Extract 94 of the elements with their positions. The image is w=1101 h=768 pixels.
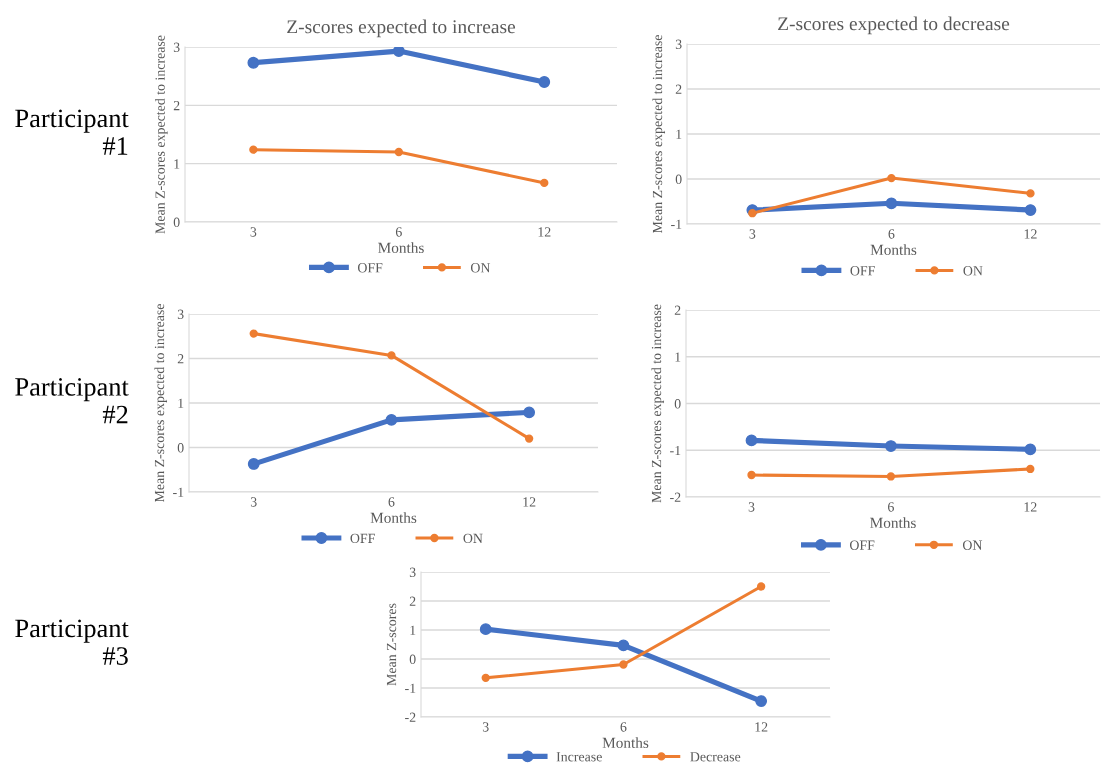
x-tick-label: 3 (748, 502, 755, 512)
chart-title: Z-scores expected to decrease (778, 16, 1010, 35)
y-tick-label: -2 (405, 712, 416, 722)
y-axis-title: Mean Z-scores expected to increase (155, 35, 168, 234)
x-axis-title: Months (602, 737, 649, 748)
point (538, 76, 551, 88)
y-tick-label: 1 (178, 398, 184, 408)
point (617, 639, 630, 652)
x-axis-title: Months (378, 242, 424, 253)
x-tick-label: 6 (888, 502, 894, 512)
point (249, 329, 258, 338)
y-tick-label: 3 (675, 39, 682, 49)
y-tick-label: 0 (173, 217, 180, 227)
x-tick-label: 12 (538, 227, 551, 237)
y-tick-label: -2 (670, 492, 681, 502)
x-tick-label: 3 (250, 227, 257, 237)
point (748, 209, 757, 218)
point (1024, 443, 1037, 456)
legend-label: Decrease (690, 752, 741, 762)
y-tick-label: 0 (675, 174, 682, 184)
x-tick-label: 12 (523, 497, 536, 507)
y-tick-label: 3 (409, 567, 416, 577)
legend-label: OFF (357, 263, 383, 273)
legend-label: OFF (850, 266, 875, 276)
x-tick-label: 12 (1024, 502, 1037, 512)
point (481, 673, 490, 683)
legend-label: OFF (350, 533, 375, 544)
x-axis-title: Months (870, 244, 917, 255)
point (1024, 204, 1037, 216)
y-tick-label: 2 (409, 596, 416, 606)
y-tick-label: 2 (674, 305, 681, 315)
x-tick-label: 3 (749, 229, 756, 239)
chart-title: Z-scores expected to increase (287, 19, 516, 38)
point (479, 623, 492, 636)
x-tick-label: 3 (250, 497, 257, 507)
x-tick-label: 12 (755, 722, 768, 732)
point (249, 145, 258, 154)
y-tick-label: 2 (177, 354, 184, 364)
x-axis-title: Months (870, 517, 916, 528)
point (885, 440, 897, 452)
y-tick-label: 3 (177, 309, 184, 319)
point (523, 406, 536, 419)
point (247, 56, 260, 69)
point (387, 351, 396, 360)
point (385, 414, 398, 426)
point (247, 458, 260, 470)
x-tick-label: 6 (888, 229, 895, 239)
y-tick-label: 0 (177, 443, 184, 453)
point (619, 660, 628, 669)
x-tick-label: 6 (620, 722, 627, 732)
y-tick-label: -1 (670, 445, 681, 456)
legend-label: ON (463, 533, 483, 544)
point (747, 470, 756, 480)
y-tick-label: -1 (405, 683, 416, 693)
point (540, 178, 549, 188)
x-axis-title: Months (370, 512, 417, 523)
point (524, 434, 534, 443)
y-tick-label: 1 (676, 129, 682, 139)
text: Participant #1 (15, 109, 129, 155)
legend-label: ON (962, 540, 983, 550)
x-tick-label: 6 (388, 497, 395, 507)
point (745, 434, 758, 447)
point (1026, 464, 1035, 474)
y-tick-label: 1 (675, 352, 681, 362)
point (887, 173, 896, 183)
x-tick-label: 12 (1024, 229, 1037, 239)
legend-label: Increase (556, 752, 602, 762)
x-tick-label: 6 (395, 227, 402, 237)
text: Participant #2 (15, 378, 129, 424)
legend-label: OFF (849, 540, 875, 550)
point (755, 695, 768, 707)
legend-label: ON (470, 263, 491, 273)
text: Participant #3 (15, 619, 129, 665)
legend-label: ON (963, 266, 983, 276)
point (394, 147, 403, 157)
y-tick-label: 2 (675, 84, 682, 94)
y-axis-title: Mean Z-scores expected to increase (652, 35, 666, 234)
point (1026, 189, 1035, 198)
y-axis-title: Mean Z-scores (386, 603, 397, 686)
y-tick-label: 3 (173, 42, 180, 52)
y-tick-label: 0 (409, 654, 416, 664)
y-axis-title: Mean Z-scores expected to increase (651, 304, 665, 503)
point (756, 582, 766, 591)
point (886, 472, 896, 481)
y-tick-label: -1 (671, 219, 682, 229)
y-axis-title: Mean Z-scores expected to increase (154, 304, 168, 503)
point (885, 197, 898, 210)
y-tick-label: 1 (174, 159, 180, 169)
y-tick-label: 2 (173, 100, 180, 111)
x-tick-label: 3 (482, 722, 489, 732)
y-tick-label: -1 (173, 487, 184, 497)
point (392, 47, 405, 57)
y-tick-label: 0 (674, 399, 681, 409)
y-tick-label: 1 (410, 625, 416, 635)
